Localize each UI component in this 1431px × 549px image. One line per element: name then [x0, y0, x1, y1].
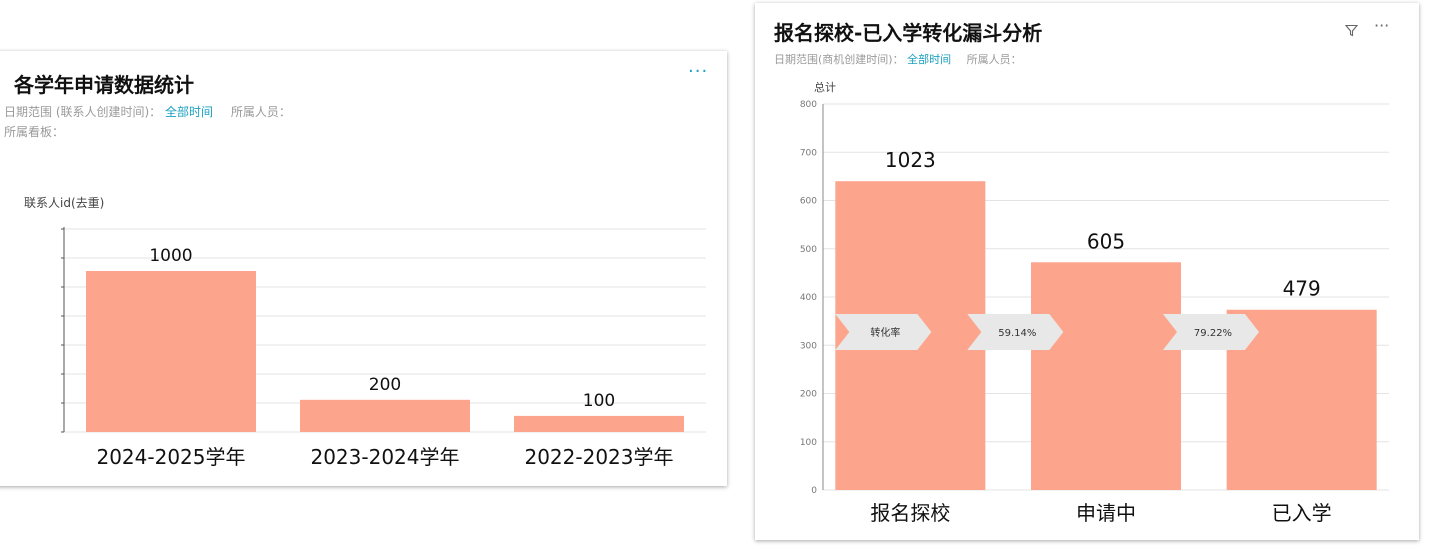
y-tick-label: 800 — [800, 100, 817, 110]
bar — [86, 271, 256, 432]
date-range-label: 日期范围(商机创建时间)： — [774, 53, 904, 66]
more-icon[interactable]: ··· — [1374, 16, 1390, 35]
bar — [514, 415, 684, 432]
date-range-value[interactable]: 全部时间 — [907, 53, 952, 66]
y-tick-label: 600 — [800, 197, 817, 207]
data-label: 1023 — [885, 148, 936, 172]
bar — [1031, 262, 1181, 490]
conversion-header-label: 转化率 — [870, 326, 900, 339]
bar-chart-applications: 1000 2024-2025学年 200 2023-2024学年 100 2022-202… — [61, 227, 706, 469]
y-axis-label: 联系人id(去重) — [24, 196, 105, 210]
date-range-value[interactable]: 全部时间 — [165, 105, 214, 119]
data-label: 100 — [583, 391, 615, 411]
funnel-analysis-card: 报名探校-已入学转化漏斗分析 ··· 日期范围(商机创建时间)： 全部时间 所属… — [755, 3, 1419, 540]
board-label: 所属看板： — [4, 125, 65, 139]
date-range-filter: 日期范围(商机创建时间)： 全部时间 所属人员： — [774, 51, 1022, 67]
conversion-rate-shape — [1163, 314, 1259, 350]
filter-icon[interactable] — [1344, 22, 1359, 41]
y-tick-label: 500 — [800, 245, 817, 255]
owner-label: 所属人员： — [230, 105, 291, 119]
y-tick-label: 400 — [800, 293, 817, 303]
y-tick-label: 700 — [800, 148, 817, 158]
y-tick-label: 100 — [800, 438, 817, 448]
x-tick-label: 2023-2024学年 — [310, 445, 459, 469]
data-label: 605 — [1087, 229, 1125, 253]
card-title: 各学年申请数据统计 — [14, 73, 194, 97]
y-axis-label: 总计 — [814, 81, 836, 94]
conversion-rate-shape — [967, 314, 1064, 350]
data-label: 479 — [1283, 277, 1321, 301]
x-tick-label: 2022-2023学年 — [524, 445, 673, 469]
more-icon[interactable]: ··· — [688, 61, 709, 82]
conversion-rate-label: 59.14% — [998, 328, 1036, 339]
conversion-header-shape — [835, 314, 932, 350]
x-tick-label: 2024-2025学年 — [96, 445, 245, 469]
y-tick-label: 0 — [811, 486, 817, 496]
y-tick-label: 200 — [800, 390, 817, 400]
card-title: 报名探校-已入学转化漏斗分析 — [774, 21, 1043, 45]
date-range-label: 日期范围 (联系人创建时间)： — [4, 105, 162, 119]
data-label: 200 — [369, 375, 401, 395]
owner-label: 所属人员： — [966, 53, 1022, 66]
x-tick-label: 已入学 — [1272, 501, 1332, 525]
date-range-filter: 日期范围 (联系人创建时间)： 全部时间 所属人员： — [4, 103, 291, 120]
x-tick-label: 报名探校 — [870, 501, 950, 525]
applications-by-year-card: 各学年申请数据统计 ··· 日期范围 (联系人创建时间)： 全部时间 所属人员：… — [0, 51, 727, 486]
funnel-bar-chart: 0 100 200 300 400 500 600 700 800 1023 报名探校 605 申请中 4… — [800, 100, 1389, 525]
conversion-rate-label: 79.22% — [1194, 328, 1232, 339]
x-tick-label: 申请中 — [1076, 501, 1136, 525]
data-label: 1000 — [149, 246, 192, 266]
bar — [300, 399, 470, 432]
y-tick-label: 300 — [800, 341, 817, 351]
